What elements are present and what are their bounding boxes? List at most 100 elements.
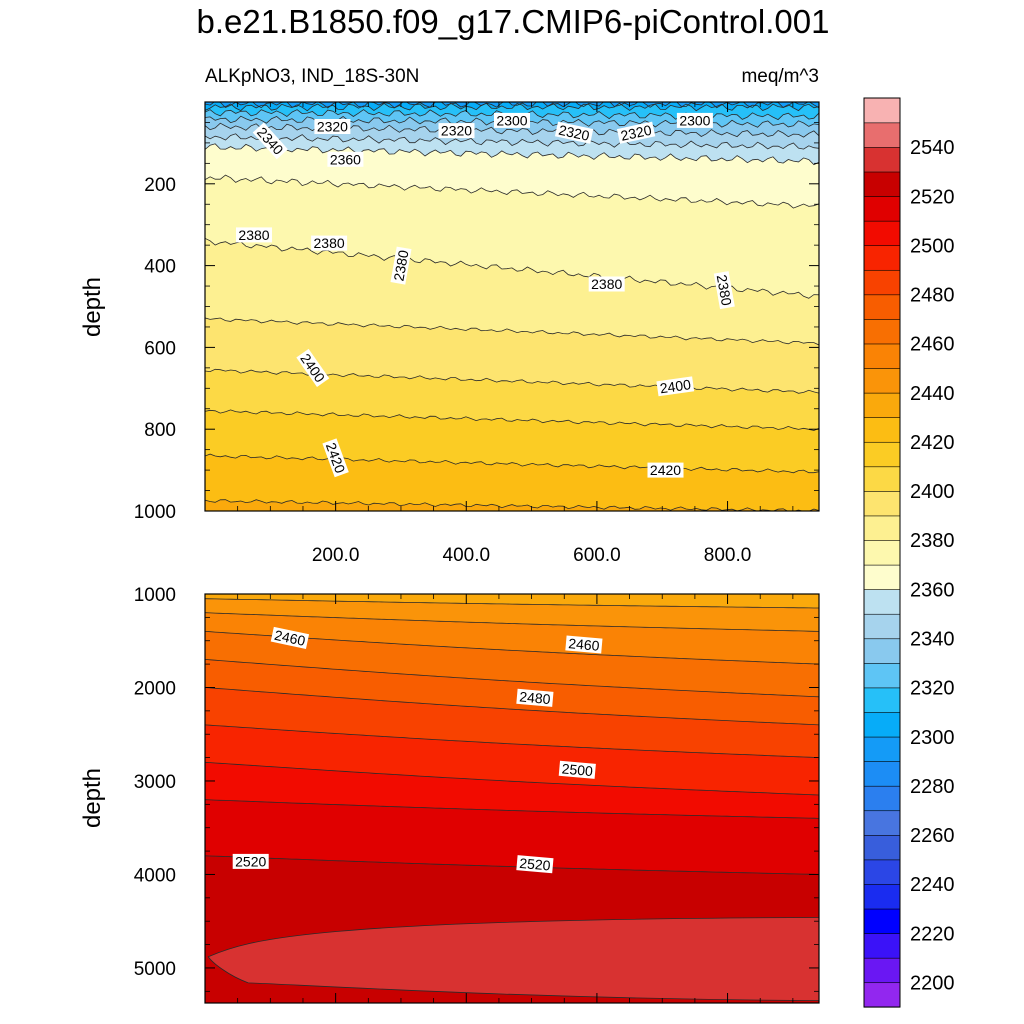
colorbar-swatch	[863, 220, 901, 247]
lower-panel: 2460 2460 2480 2500 2520 2520 1000 2000 3000 400…	[79, 585, 820, 1004]
colorbar-swatch	[863, 957, 901, 984]
upper-contour-line-2400	[205, 368, 819, 394]
contour-label: 2400	[656, 376, 695, 397]
upper-contour-line-2300	[205, 102, 819, 109]
contour-label: 2300	[676, 112, 713, 128]
colorbar-swatch	[863, 834, 901, 861]
colorbar-tick-label: 2540	[910, 137, 955, 159]
x-tick-label: 400.0	[443, 545, 491, 566]
colorbar-swatch	[863, 711, 901, 738]
colorbar-tick-label: 2260	[910, 825, 955, 847]
colorbar-swatch	[863, 171, 901, 197]
colorbar-swatch	[863, 687, 901, 713]
colorbar-swatch	[863, 564, 901, 590]
colorbar-frame	[863, 97, 901, 1008]
contour-label: 2380	[390, 246, 412, 285]
y-tick-label: 2000	[134, 678, 176, 699]
colorbar-swatch	[863, 343, 901, 369]
contour-label-box	[713, 271, 735, 310]
colorbar-swatch	[863, 294, 901, 320]
contour-label-box	[314, 119, 351, 134]
upper-contour-line-2360	[205, 143, 819, 166]
colorbar-swatch	[863, 245, 901, 271]
y-tick-label: 5000	[134, 959, 176, 980]
upper-panel-y-axis-label: depth	[79, 277, 106, 337]
y-tick-label: 400	[144, 257, 176, 278]
contour-label-box	[516, 688, 554, 707]
chart-subtitle-units: meq/m^3	[741, 66, 819, 87]
colorbar-swatch	[863, 490, 901, 517]
contour-label: 2320	[554, 121, 594, 144]
contour-label: 2320	[616, 121, 656, 144]
contour-label-text: 2360	[330, 151, 361, 167]
contour-label-text: 2380	[314, 235, 345, 251]
contour-label-text: 2300	[496, 112, 527, 128]
contour-label-box	[676, 112, 713, 128]
contour-label-box	[647, 462, 684, 478]
contour-label: 2460	[565, 635, 603, 654]
colorbar-tick-label: 2440	[910, 383, 955, 405]
colorbar-tick-label: 2380	[910, 530, 955, 552]
contour-label-box	[554, 121, 594, 144]
contour-label-text: 2380	[591, 276, 622, 292]
colorbar-swatch	[863, 367, 901, 394]
contour-label-text: 2380	[714, 273, 735, 307]
contour-label-box	[616, 121, 656, 144]
contour-label-box	[252, 122, 288, 160]
colorbar-tick-label: 2220	[910, 923, 955, 945]
contour-label-box	[494, 112, 530, 128]
contour-label: 2320	[314, 119, 351, 135]
colorbar-tick-label: 2480	[910, 285, 955, 307]
y-tick-label: 800	[144, 420, 176, 441]
colorbar-tick-label: 2500	[910, 235, 955, 257]
contour-label-box	[656, 376, 695, 397]
lower-contour-band-2530	[207, 917, 819, 1002]
lower-panel-frame	[204, 593, 820, 1004]
colorbar-swatch	[863, 883, 901, 910]
y-tick-label: 200	[144, 175, 176, 196]
y-tick-label: 3000	[134, 772, 176, 793]
colorbar-tick-label: 2340	[910, 629, 955, 651]
colorbar-swatch	[863, 736, 901, 762]
contour-label-text: 2520	[235, 853, 266, 869]
contour-label-box	[296, 348, 330, 387]
colorbar-swatch	[863, 515, 901, 541]
colorbar-swatch	[863, 982, 901, 1008]
contour-label: 2500	[558, 760, 596, 779]
contour-label: 2520	[516, 855, 554, 874]
contour-label-text: 2320	[557, 122, 591, 144]
lower-contour-line-2440	[205, 598, 819, 609]
contour-label: 2420	[647, 462, 684, 478]
contour-label-box	[565, 635, 603, 654]
contour-label-text: 2320	[317, 119, 348, 135]
contour-label: 2380	[713, 271, 735, 310]
colorbar-tick-label: 2400	[910, 481, 955, 503]
contour-label: 2380	[236, 227, 272, 243]
lower-contour-line-2490	[205, 724, 819, 758]
contour-label-text: 2420	[650, 462, 681, 478]
contour-label-text: 2480	[519, 688, 552, 707]
contour-label-text: 2380	[238, 227, 269, 243]
lower-contour-line-2450	[205, 612, 819, 632]
colorbar-swatch	[863, 539, 901, 566]
colorbar-swatch	[863, 638, 901, 664]
contour-label-box	[270, 626, 310, 649]
colorbar-swatch	[863, 392, 901, 418]
upper-contour-line-2420	[205, 453, 819, 474]
colorbar-tick-label: 2320	[910, 678, 955, 700]
contour-label-text: 2320	[441, 123, 472, 139]
colorbar-swatch	[863, 466, 901, 492]
colorbar-swatch	[863, 441, 901, 468]
colorbar-swatch	[863, 97, 901, 124]
upper-panel-contour-lines	[205, 102, 819, 511]
lower-contour-line-2470	[205, 659, 819, 698]
colorbar-swatch	[863, 318, 901, 345]
contour-label-box	[438, 123, 475, 139]
colorbar-tick-label: 2200	[910, 972, 955, 994]
contour-label-text: 2380	[390, 249, 411, 283]
upper-contour-line-2340	[205, 122, 819, 138]
contour-label-box	[327, 151, 364, 167]
contour-label: 2480	[516, 688, 554, 707]
